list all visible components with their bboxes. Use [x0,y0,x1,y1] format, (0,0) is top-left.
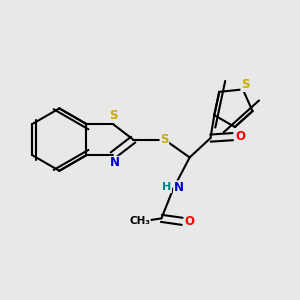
Text: S: S [109,109,117,122]
Text: O: O [235,130,245,143]
Text: N: N [110,156,119,170]
Text: S: S [160,133,169,146]
Text: H: H [162,182,171,193]
Text: O: O [184,215,194,228]
Text: S: S [241,78,250,92]
Text: N: N [174,181,184,194]
Text: CH₃: CH₃ [129,216,150,226]
